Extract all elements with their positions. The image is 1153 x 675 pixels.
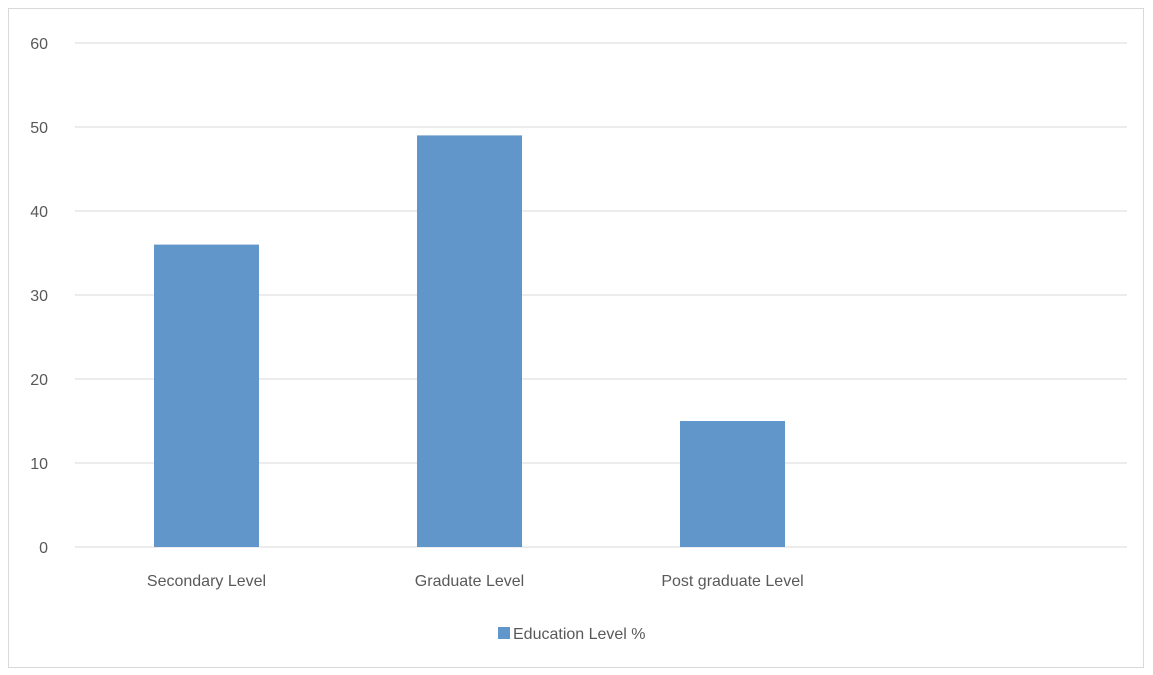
x-tick-label: Graduate Level (415, 573, 524, 590)
y-tick-label: 60 (30, 36, 48, 53)
legend-swatch (498, 627, 510, 639)
bars (154, 135, 785, 547)
legend: Education Level % (498, 626, 646, 643)
y-tick-label: 20 (30, 372, 48, 389)
y-tick-label: 40 (30, 204, 48, 221)
x-tick-label: Secondary Level (147, 573, 266, 590)
y-tick-label: 0 (39, 540, 48, 557)
bar (680, 421, 785, 547)
y-axis-ticks: 0 10 20 30 40 50 60 (30, 36, 48, 557)
y-tick-label: 10 (30, 456, 48, 473)
x-tick-label: Post graduate Level (661, 573, 803, 590)
legend-label: Education Level % (513, 626, 646, 643)
bar (154, 244, 259, 547)
y-tick-label: 50 (30, 120, 48, 137)
bar (417, 135, 522, 547)
y-tick-label: 30 (30, 288, 48, 305)
x-axis-ticks: Secondary Level Graduate Level Post gradua… (147, 573, 804, 590)
